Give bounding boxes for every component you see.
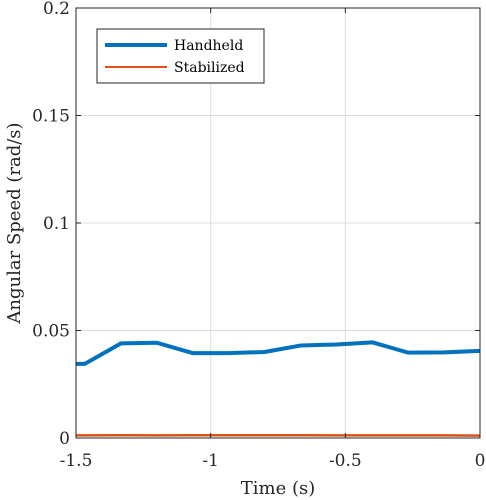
legend-box	[96, 28, 265, 84]
y-tick-label: 0.05	[32, 322, 70, 342]
y-tick-label: 0.1	[43, 214, 70, 234]
series-line-handheld	[76, 340, 481, 366]
y-tick-label: 0	[59, 429, 70, 449]
tick-marks	[75, 7, 481, 439]
series-lines	[75, 340, 481, 437]
x-tick-label: -1.5	[60, 451, 93, 471]
x-axis-label: Time (s)	[241, 478, 316, 499]
legend-label-handheld: Handheld	[174, 38, 243, 54]
y-axis-label: Angular Speed (rad/s)	[4, 122, 25, 324]
x-tick-label: 0	[475, 451, 486, 471]
y-tick-label: 0.2	[43, 0, 70, 19]
x-tick-label: -1	[202, 451, 219, 471]
legend-label-stabilized: Stabilized	[174, 60, 245, 76]
x-tick-label: -0.5	[329, 451, 362, 471]
y-tick-label: 0.15	[32, 107, 70, 127]
legend: Handheld Stabilized	[96, 28, 265, 84]
y-tick-labels: 0 0.05 0.1 0.15 0.2	[32, 0, 70, 449]
x-tick-labels: -1.5 -1 -0.5 0	[60, 451, 486, 471]
